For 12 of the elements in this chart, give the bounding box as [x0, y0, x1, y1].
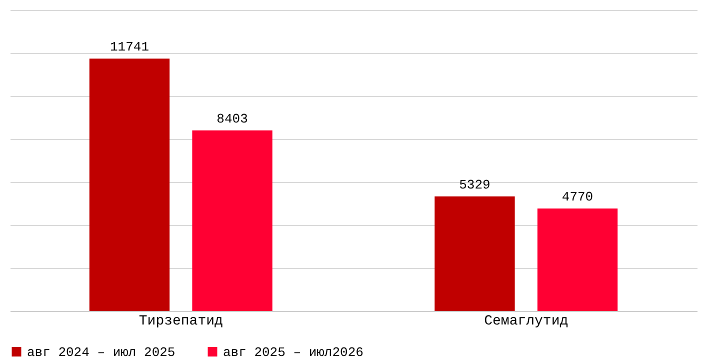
bar [537, 208, 618, 311]
data-label: 11741 [110, 40, 150, 55]
bar [434, 196, 515, 311]
bar [192, 130, 272, 311]
x-tick-label: Семаглутид [484, 314, 568, 330]
legend-label: авг 2024 – июл 2025 [27, 344, 176, 360]
bar [89, 58, 170, 311]
data-label: 8403 [216, 111, 248, 126]
x-tick-label: Тирзепатид [138, 314, 223, 330]
data-label: 4770 [562, 189, 594, 204]
data-label: 5329 [459, 177, 490, 192]
legend-label: авг 2025 – июл2026 [223, 344, 364, 360]
